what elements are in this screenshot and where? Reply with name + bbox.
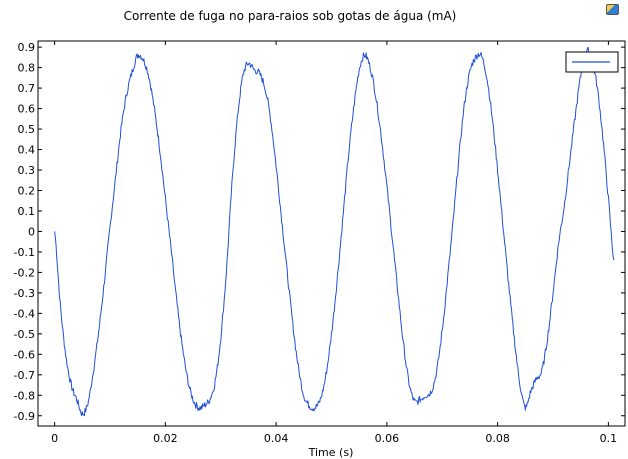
y-tick-label: 0.5 (18, 123, 36, 136)
y-tick-label: -0.8 (14, 389, 35, 402)
x-tick-label: 0.02 (153, 432, 178, 445)
y-tick-label: -0.5 (14, 328, 35, 341)
y-tick-label: 0.3 (18, 164, 36, 177)
plot-frame (37, 40, 626, 427)
plot-area (38, 41, 625, 426)
y-tick-label: 0.8 (18, 62, 36, 75)
x-tick-label: 0.04 (264, 432, 289, 445)
y-tick-label: -0.3 (14, 287, 35, 300)
series-layer (54, 47, 615, 417)
y-tick-label: 0.9 (18, 41, 36, 54)
legend (565, 51, 619, 73)
x-axis: 0 0.02 0.04 0.06 0.08 0.1 (51, 41, 617, 445)
y-tick-label: 0.6 (18, 103, 36, 116)
y-tick-label: 0.7 (18, 82, 36, 95)
plot-export-icon[interactable] (606, 4, 619, 15)
y-tick-label: -0.9 (14, 410, 35, 423)
y-tick-label: -0.4 (14, 307, 35, 320)
y-tick-label: 0 (28, 225, 35, 238)
y-tick-label: -0.1 (14, 246, 35, 259)
y-tick-label: -0.7 (14, 369, 35, 382)
y-tick-label: 0.4 (18, 144, 36, 157)
y-tick-label: 0.2 (18, 184, 36, 197)
y-tick-label: 0.1 (18, 205, 36, 218)
x-tick-label: 0 (51, 432, 58, 445)
y-tick-label: -0.2 (14, 266, 35, 279)
y-tick-label: -0.6 (14, 348, 35, 361)
x-tick-label: 0.1 (600, 432, 618, 445)
y-axis: 0.9 0.8 0.7 0.6 0.5 0.4 0.3 0.2 0.1 0 -0.1 -0.2 -0.3… (14, 41, 625, 423)
series-line (54, 47, 615, 417)
x-tick-label: 0.08 (485, 432, 510, 445)
chart-title: Corrente de fuga no para-raios sob gotas… (123, 9, 457, 23)
x-tick-label: 0.06 (375, 432, 400, 445)
x-axis-label: Time (s) (308, 446, 354, 459)
